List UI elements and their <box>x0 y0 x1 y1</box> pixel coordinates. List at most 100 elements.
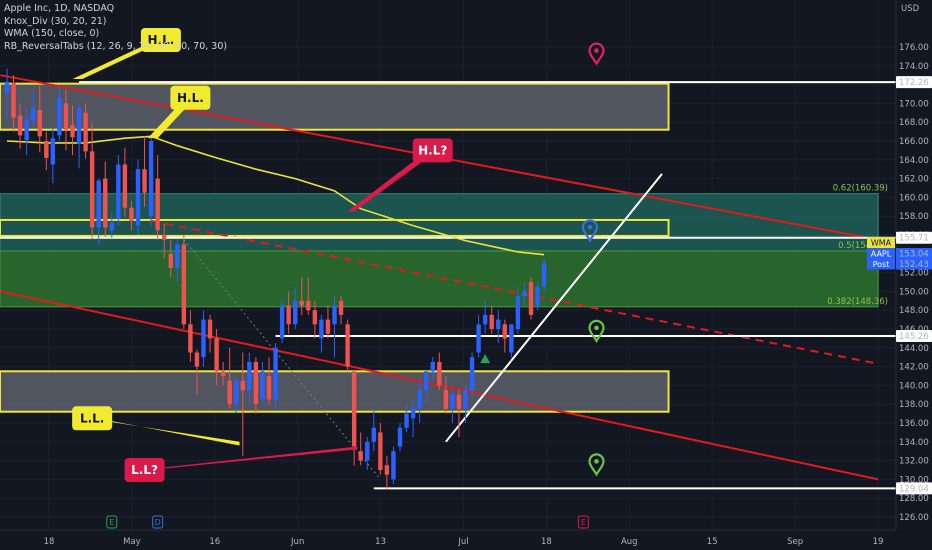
candle[interactable] <box>528 277 534 320</box>
candle[interactable] <box>424 371 429 405</box>
candle[interactable] <box>227 347 232 409</box>
candle[interactable] <box>50 126 56 184</box>
price-tag-post[interactable] <box>867 258 895 270</box>
candle[interactable] <box>371 408 376 452</box>
candle[interactable] <box>293 286 298 329</box>
candle[interactable] <box>338 296 344 325</box>
event-badge[interactable]: D <box>152 515 164 529</box>
candle[interactable] <box>410 399 416 438</box>
gray-dotted-diagonal[interactable] <box>183 239 381 480</box>
red-dashed-trendline[interactable] <box>150 219 879 365</box>
candle[interactable] <box>194 349 200 395</box>
legend-reversal-tabs[interactable]: RB_ReversalTabs (12, 26, 9, 70, 30, 30, … <box>4 40 228 52</box>
candle[interactable] <box>260 361 265 405</box>
candle[interactable] <box>319 314 324 353</box>
price-tag-wma[interactable] <box>867 237 895 248</box>
time-axis[interactable]: 18 May 16 Jun 13 Jul 18 Aug 15 Sep 19 <box>0 529 896 547</box>
price-tag-value[interactable] <box>896 258 932 270</box>
candle[interactable] <box>286 291 291 334</box>
candle[interactable] <box>109 213 114 238</box>
candle[interactable] <box>175 239 180 282</box>
candle[interactable] <box>207 314 213 353</box>
candle[interactable] <box>57 86 62 141</box>
candle[interactable] <box>266 357 272 405</box>
candle[interactable] <box>306 277 311 315</box>
candle[interactable] <box>142 136 147 207</box>
candle[interactable] <box>201 310 206 367</box>
candle[interactable] <box>37 85 42 153</box>
candle[interactable] <box>162 223 167 259</box>
candle[interactable] <box>397 423 403 452</box>
candle[interactable] <box>345 319 350 372</box>
callout-ll[interactable]: L.L. <box>72 406 240 446</box>
price-level-tag[interactable] <box>896 76 932 89</box>
candle[interactable] <box>312 300 318 339</box>
candle[interactable] <box>31 89 36 127</box>
candle[interactable] <box>11 75 16 132</box>
price-tag-aapl[interactable] <box>867 248 895 259</box>
candle[interactable] <box>214 329 219 386</box>
candle[interactable] <box>522 282 527 306</box>
wma-line[interactable] <box>6 135 545 256</box>
pin-red-icon[interactable] <box>588 42 605 66</box>
candle[interactable] <box>4 68 10 118</box>
candle[interactable] <box>83 103 88 159</box>
candle[interactable] <box>44 131 49 171</box>
lower-gray-zone[interactable] <box>0 370 670 413</box>
legend-wma[interactable]: WMA (150, close, 0) <box>4 28 100 39</box>
candle[interactable] <box>148 136 154 226</box>
candle[interactable] <box>188 310 193 362</box>
price-axis[interactable]: USD 126.00 128.00 130.00 132.00 134.00 136.00 1… <box>867 0 932 550</box>
candle[interactable] <box>463 385 468 423</box>
legend-knox-div[interactable]: Knox_Div (30, 20, 21) <box>4 15 107 27</box>
candle[interactable] <box>476 314 481 358</box>
pin-green-upper-icon[interactable] <box>588 319 605 344</box>
candle[interactable] <box>430 357 435 381</box>
price-level-tag[interactable] <box>896 329 932 342</box>
green-zone[interactable] <box>0 250 879 308</box>
candle[interactable] <box>358 432 363 466</box>
candle[interactable] <box>489 305 494 334</box>
candle[interactable] <box>234 376 239 414</box>
candle[interactable] <box>437 352 442 391</box>
candle[interactable] <box>103 161 108 237</box>
candle[interactable] <box>404 404 409 433</box>
callout-hl[interactable]: H.L. <box>72 27 181 79</box>
callout-ll[interactable]: L.L? <box>124 446 358 483</box>
candle[interactable] <box>253 357 259 414</box>
legend-title[interactable]: Apple Inc, 1D, NASDAQ <box>4 3 115 14</box>
candle[interactable] <box>509 324 514 358</box>
upper-gray-zone[interactable] <box>0 82 670 131</box>
candle[interactable] <box>456 390 462 438</box>
candle[interactable] <box>391 446 396 485</box>
candle[interactable] <box>325 305 331 339</box>
candle[interactable] <box>279 300 285 344</box>
white-uptrend-line[interactable] <box>445 173 663 443</box>
price-tag-value[interactable] <box>896 248 932 259</box>
candle[interactable] <box>450 390 455 423</box>
callout-hl[interactable]: H.L. <box>147 85 211 139</box>
candle[interactable] <box>378 423 383 475</box>
candle[interactable] <box>443 376 449 414</box>
event-badge[interactable]: E <box>577 515 589 529</box>
candle[interactable] <box>273 343 278 409</box>
candle[interactable] <box>63 89 69 151</box>
candle[interactable] <box>299 277 304 315</box>
candle[interactable] <box>247 352 252 405</box>
candle[interactable] <box>240 352 245 456</box>
teal-zone[interactable] <box>0 193 879 252</box>
yellow-band[interactable] <box>0 218 670 237</box>
candle[interactable] <box>541 258 547 292</box>
candle[interactable] <box>89 123 95 239</box>
candle[interactable] <box>181 235 187 329</box>
candle[interactable] <box>70 105 75 156</box>
candle[interactable] <box>515 286 521 334</box>
candle[interactable] <box>469 352 475 395</box>
candle[interactable] <box>129 201 134 231</box>
candle[interactable] <box>17 103 23 149</box>
candle[interactable] <box>168 239 173 278</box>
candle[interactable] <box>496 310 501 344</box>
candle[interactable] <box>417 380 422 423</box>
candle[interactable] <box>122 147 128 218</box>
candle[interactable] <box>384 455 390 489</box>
